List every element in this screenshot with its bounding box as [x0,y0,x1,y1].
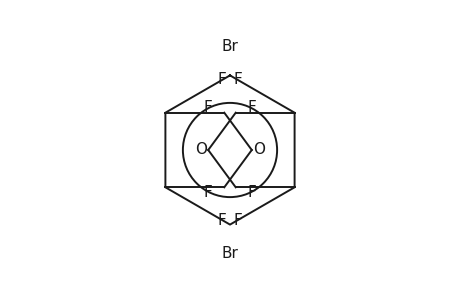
Text: F: F [247,184,256,200]
Text: F: F [203,100,212,116]
Text: F: F [203,184,212,200]
Text: O: O [252,142,264,158]
Text: F: F [233,213,241,228]
Text: F: F [233,72,241,87]
Text: F: F [247,100,256,116]
Text: F: F [218,213,226,228]
Text: Br: Br [221,246,238,261]
Text: F: F [218,72,226,87]
Text: Br: Br [221,39,238,54]
Text: O: O [195,142,207,158]
